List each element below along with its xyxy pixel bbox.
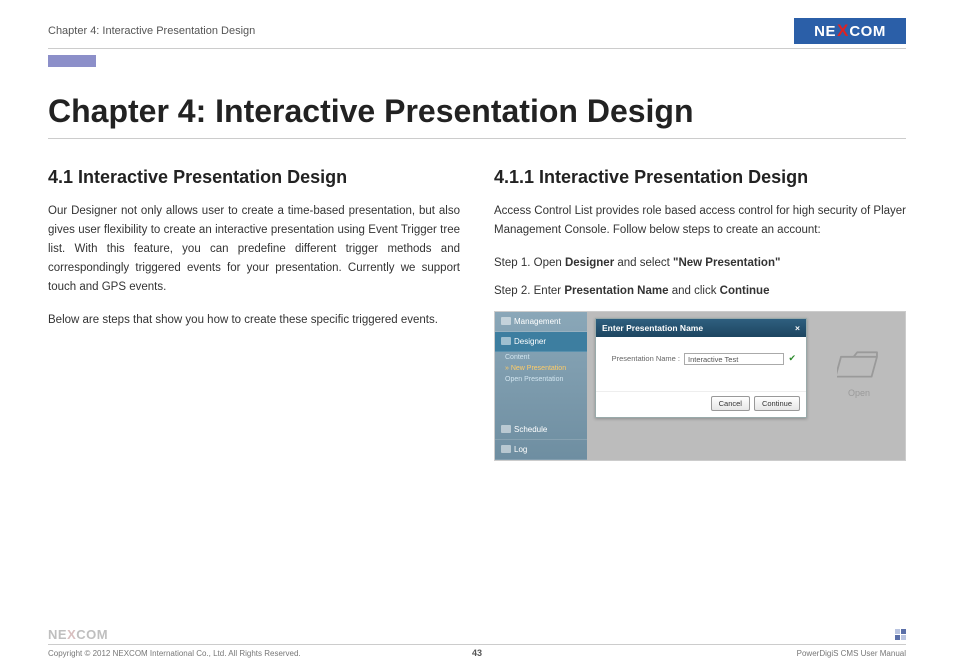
cancel-button[interactable]: Cancel [711, 396, 750, 411]
brand-logo: NE X COM [794, 18, 906, 44]
check-icon: ✔ [788, 353, 796, 364]
nav-content[interactable]: Content [495, 352, 587, 363]
step1-mid: and select [614, 257, 673, 269]
logo-text-x: X [837, 21, 848, 41]
page-footer: NEXCOM Copyright © 2012 NEXCOM Internati… [48, 627, 906, 658]
step2-mid: and click [669, 285, 720, 297]
nav-designer-label: Designer [514, 337, 546, 346]
step1-pre: Step 1. Open [494, 257, 565, 269]
presentation-name-input[interactable]: Interactive Test [684, 353, 784, 365]
step-2: Step 2. Enter Presentation Name and clic… [494, 282, 906, 300]
section-tab-marker [48, 55, 96, 67]
presentation-name-dialog: Enter Presentation Name × Presentation N… [595, 318, 807, 418]
schedule-icon [501, 425, 511, 433]
nav-schedule[interactable]: Schedule [495, 420, 587, 440]
nav-management[interactable]: Management [495, 312, 587, 332]
screenshot-dialog: Management Designer Content » New Presen… [494, 311, 906, 461]
nav-log[interactable]: Log [495, 440, 587, 460]
chapter-title: Chapter 4: Interactive Presentation Desi… [48, 93, 906, 130]
page-number: 43 [472, 648, 482, 658]
nav-management-label: Management [514, 317, 561, 326]
nav-designer[interactable]: Designer [495, 332, 587, 352]
footer-logo-right: COM [76, 627, 108, 642]
nav-open-presentation[interactable]: Open Presentation [495, 374, 587, 385]
dialog-close-icon[interactable]: × [795, 323, 800, 333]
breadcrumb: Chapter 4: Interactive Presentation Desi… [48, 25, 255, 37]
step1-b1: Designer [565, 257, 614, 269]
dialog-body: Presentation Name : Interactive Test ✔ [596, 337, 806, 391]
section-4-1-heading: 4.1 Interactive Presentation Design [48, 167, 460, 188]
step2-b2: Continue [720, 285, 770, 297]
step2-pre: Step 2. Enter [494, 285, 564, 297]
open-label: Open [848, 388, 870, 398]
section-4-1-1-intro: Access Control List provides role based … [494, 202, 906, 240]
screenshot-sidebar: Management Designer Content » New Presen… [495, 312, 587, 460]
title-rule [48, 138, 906, 139]
section-4-1-1-heading: 4.1.1 Interactive Presentation Design [494, 167, 906, 188]
copyright-text: Copyright © 2012 NEXCOM International Co… [48, 649, 472, 658]
footer-ornament-icon [895, 629, 906, 640]
dialog-footer: Cancel Continue [596, 391, 806, 417]
nav-new-presentation[interactable]: » New Presentation [495, 363, 587, 374]
folder-open-icon [837, 346, 881, 382]
manual-name: PowerDigiS CMS User Manual [482, 649, 906, 658]
right-column: 4.1.1 Interactive Presentation Design Ac… [494, 167, 906, 461]
dialog-title-text: Enter Presentation Name [602, 323, 703, 333]
log-icon [501, 445, 511, 453]
footer-rule [48, 644, 906, 645]
step1-b2: "New Presentation" [673, 257, 780, 269]
logo-text-right: COM [849, 23, 886, 40]
step2-b1: Presentation Name [564, 285, 668, 297]
presentation-name-label: Presentation Name : [606, 354, 680, 363]
section-4-1-para2: Below are steps that show you how to cre… [48, 311, 460, 330]
nav-schedule-label: Schedule [514, 425, 547, 434]
content-columns: 4.1 Interactive Presentation Design Our … [48, 167, 906, 461]
nav-log-label: Log [514, 445, 527, 454]
open-panel[interactable]: Open [831, 346, 887, 402]
designer-icon [501, 337, 511, 345]
dialog-titlebar: Enter Presentation Name × [596, 319, 806, 337]
footer-logo: NEXCOM [48, 627, 108, 642]
section-4-1-para1: Our Designer not only allows user to cre… [48, 202, 460, 297]
footer-logo-x: X [67, 627, 76, 642]
page-header: Chapter 4: Interactive Presentation Desi… [48, 18, 906, 49]
continue-button[interactable]: Continue [754, 396, 800, 411]
logo-text-left: NE [814, 23, 836, 40]
management-icon [501, 317, 511, 325]
presentation-name-row: Presentation Name : Interactive Test ✔ [606, 353, 796, 365]
left-column: 4.1 Interactive Presentation Design Our … [48, 167, 460, 461]
step-1: Step 1. Open Designer and select "New Pr… [494, 254, 906, 272]
footer-logo-left: NE [48, 627, 67, 642]
